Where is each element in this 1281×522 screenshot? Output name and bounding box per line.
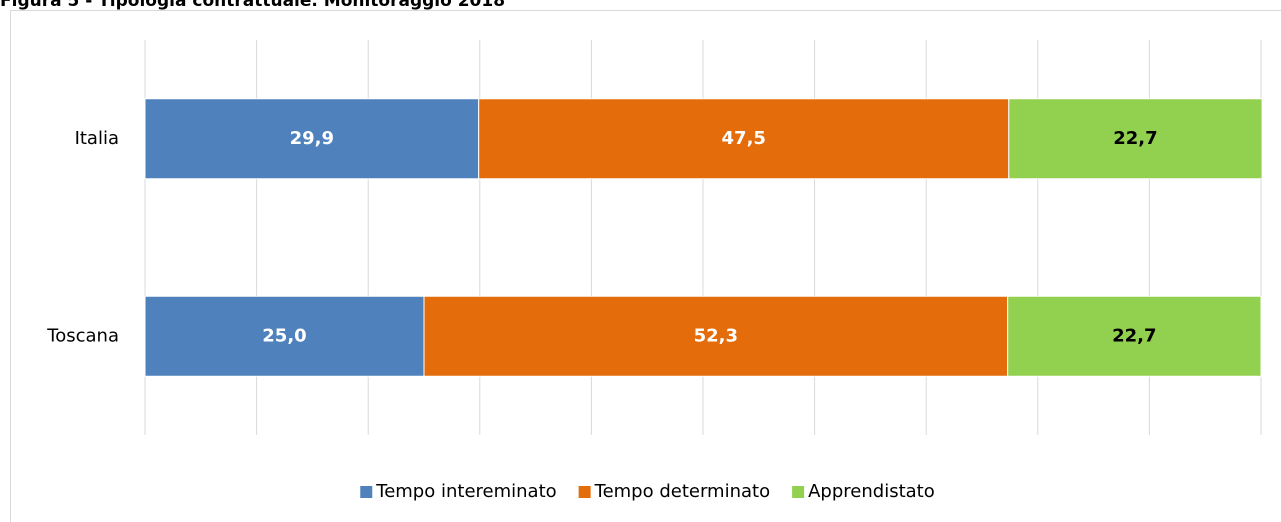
data-label: 22,7 <box>1112 325 1156 346</box>
legend-label: Tempo intereminato <box>375 481 556 502</box>
bar-segment <box>144 98 480 180</box>
bar-segment <box>423 295 1009 377</box>
legend-label: Apprendistato <box>808 481 935 502</box>
data-label: 52,3 <box>694 325 738 346</box>
bar-segment <box>1007 295 1262 377</box>
data-label: 22,7 <box>1113 128 1157 149</box>
y-tick-label: Toscana <box>46 325 119 346</box>
data-label: 29,9 <box>290 128 334 149</box>
bar-segment <box>478 98 1010 180</box>
bar-segment <box>1008 98 1263 180</box>
bar-segment <box>144 295 425 377</box>
chart-border <box>10 10 1281 522</box>
data-label: 47,5 <box>722 128 766 149</box>
legend-swatch <box>792 486 805 498</box>
chart-title: Figura 5 - Tipologia contrattuale. Monit… <box>0 0 505 11</box>
legend-swatch <box>578 486 591 498</box>
legend-swatch <box>360 486 373 498</box>
y-tick-label: Italia <box>75 128 119 149</box>
legend-label: Tempo determinato <box>594 481 770 502</box>
data-label: 25,0 <box>262 325 306 346</box>
